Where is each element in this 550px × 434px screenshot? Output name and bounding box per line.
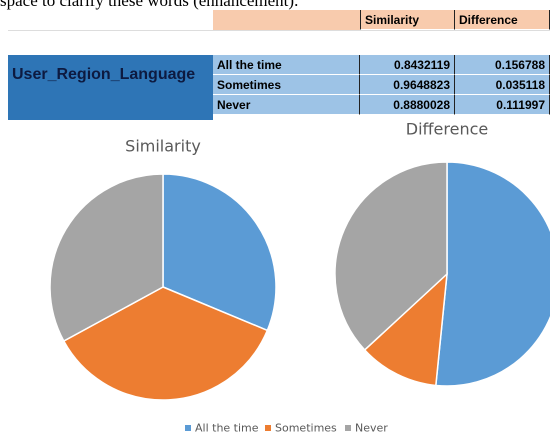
table-cell: 0.8432119 bbox=[360, 55, 455, 75]
pie-slice bbox=[62, 286, 269, 401]
table-cell: All the time bbox=[213, 55, 360, 75]
table-cell: 0.111997 bbox=[455, 95, 550, 115]
header-band bbox=[213, 10, 550, 30]
table-cell: 0.035118 bbox=[455, 75, 550, 95]
pie-slice bbox=[363, 272, 448, 387]
pie-slice bbox=[434, 161, 550, 387]
blank-row bbox=[8, 30, 550, 55]
legend-label: Never bbox=[355, 422, 388, 434]
legend-swatch bbox=[265, 425, 271, 431]
header-cell: Similarity bbox=[360, 10, 455, 30]
pie-slice bbox=[334, 161, 448, 351]
legend-swatch bbox=[185, 425, 191, 431]
table-cell: Never bbox=[213, 95, 360, 115]
chart-title: Similarity bbox=[125, 137, 201, 156]
caption: space to clarify these words (enhancemen… bbox=[0, 0, 299, 10]
chart-title: Difference bbox=[406, 120, 488, 139]
pie-slice bbox=[162, 173, 277, 332]
table-cell: 0.9648823 bbox=[360, 75, 455, 95]
table-cell: 0.8880028 bbox=[360, 95, 455, 115]
pie-slice bbox=[49, 173, 164, 343]
legend-swatch bbox=[345, 425, 351, 431]
row-group: User_Region_Language bbox=[8, 55, 213, 120]
legend-label: All the time bbox=[195, 422, 259, 434]
legend-label: Sometimes bbox=[275, 422, 337, 434]
table-cell: Sometimes bbox=[213, 75, 360, 95]
